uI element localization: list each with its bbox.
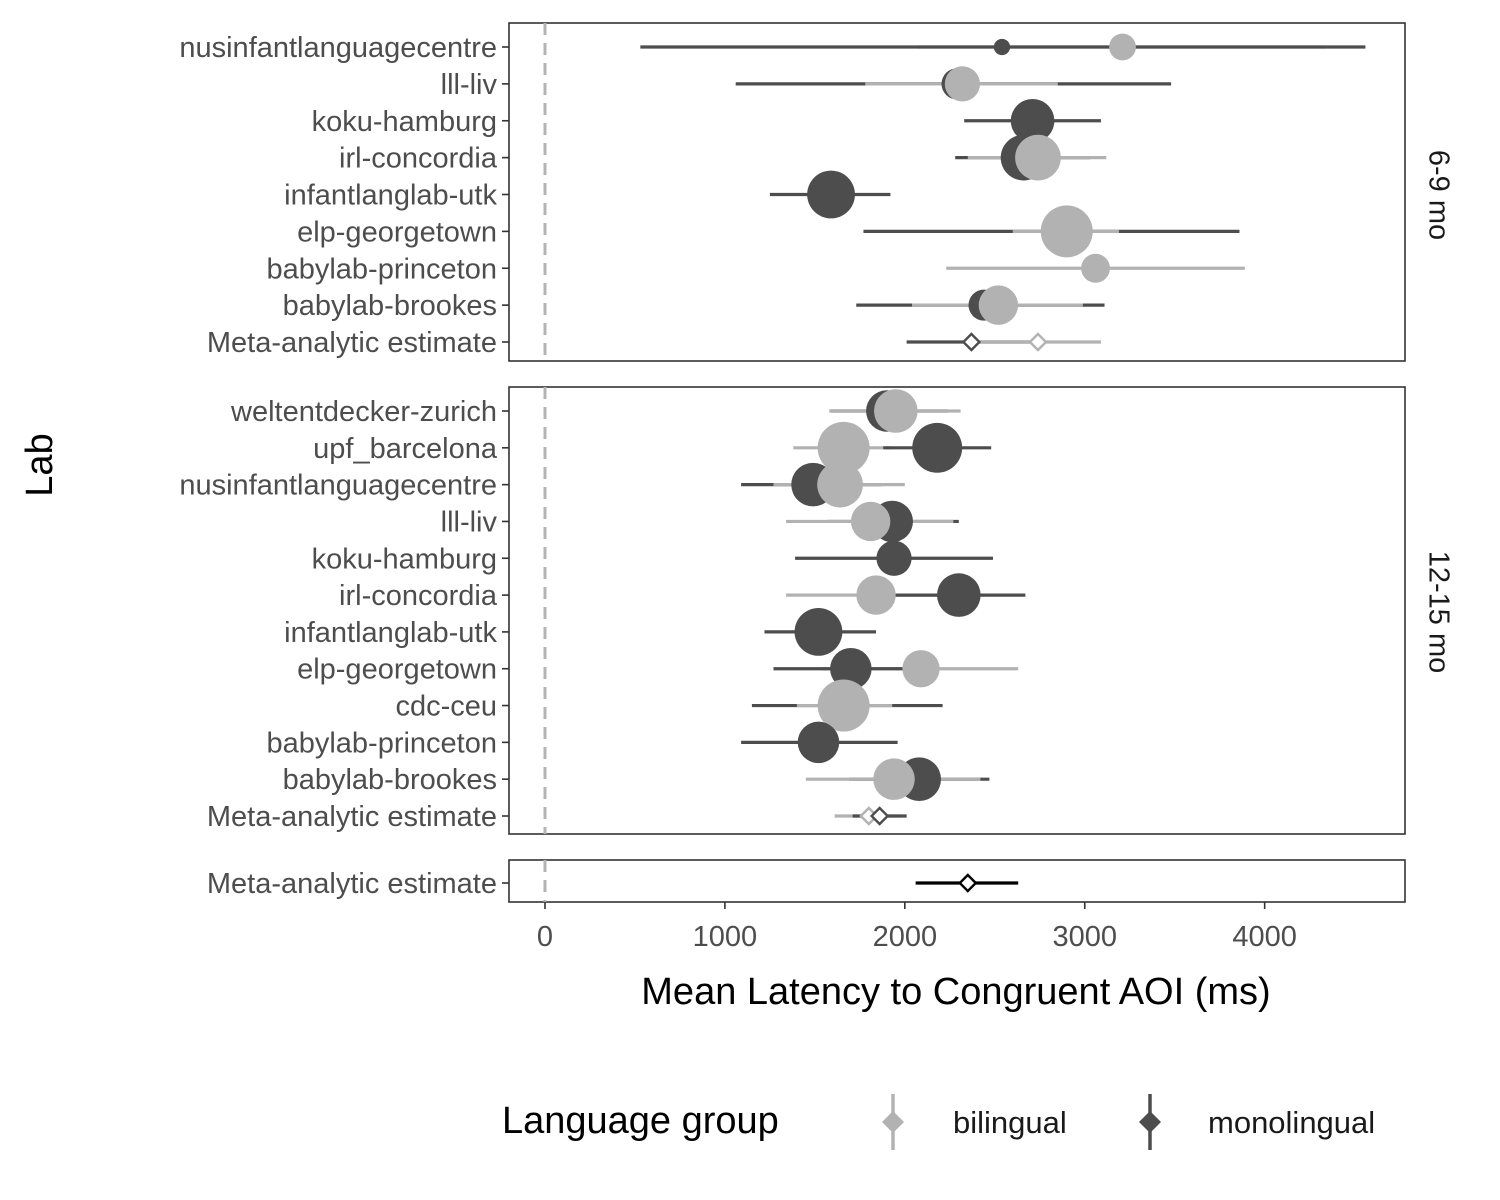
point-monolingual	[830, 647, 872, 690]
y-tick-label: babylab-brookes	[283, 764, 497, 796]
panel-overall: Meta-analytic estimate	[207, 859, 1406, 903]
point-monolingual	[912, 422, 963, 473]
point-bilingual	[817, 421, 870, 474]
point-bilingual	[817, 679, 870, 732]
y-tick-label: infantlanglab-utk	[284, 617, 497, 649]
panel-border	[508, 859, 1406, 903]
y-tick-label: Meta-analytic estimate	[207, 801, 497, 833]
y-tick-label: elp-georgetown	[297, 216, 497, 248]
meta-estimate-diamond-overall	[958, 873, 978, 893]
legend-label: monolingual	[1208, 1105, 1375, 1140]
point-monolingual	[807, 170, 855, 219]
panels-layer: nusinfantlanguagecentre lll-liv koku-hambu…	[179, 22, 1454, 903]
x-tick-label: 4000	[1232, 921, 1297, 953]
point-monolingual	[936, 573, 981, 617]
y-tick-label: weltentdecker-zurich	[230, 396, 497, 428]
panel-6-9 mo: nusinfantlanguagecentre lll-liv koku-hambu…	[179, 22, 1454, 362]
x-tick-label: 1000	[693, 921, 758, 953]
y-tick-label: nusinfantlanguagecentre	[179, 470, 497, 502]
x-tick-label: 2000	[873, 921, 938, 953]
x-axis-title: Mean Latency to Congruent AOI (ms)	[641, 971, 1270, 1013]
x-tick-label: 0	[537, 921, 553, 953]
meta-estimate-diamond-monolingual	[869, 806, 890, 826]
point-bilingual	[850, 501, 891, 542]
point-bilingual	[902, 650, 940, 688]
y-tick-label: irl-concordia	[339, 143, 498, 175]
point-bilingual	[873, 758, 915, 800]
y-tick-label: lll-liv	[441, 69, 498, 101]
y-tick-label: irl-concordia	[339, 580, 498, 612]
panel-12-15 mo: weltentdecker-zurich upf_barcelonanusinfa…	[179, 386, 1454, 835]
meta-estimate-diamond-bilingual	[1028, 332, 1048, 352]
y-tick-label: elp-georgetown	[297, 654, 497, 686]
legend-key-diamond	[1139, 1111, 1161, 1133]
point-monolingual	[794, 608, 843, 656]
legend-label: bilingual	[953, 1105, 1067, 1140]
point-bilingual	[1109, 33, 1136, 61]
point-bilingual	[1015, 134, 1061, 181]
point-monolingual	[993, 38, 1011, 56]
legend-title: Language group	[502, 1100, 779, 1142]
facet-strip-label: 6-9 mo	[1422, 150, 1454, 240]
y-tick-label: babylab-princeton	[266, 727, 497, 759]
point-monolingual	[876, 540, 912, 576]
y-tick-label: lll-liv	[441, 506, 498, 538]
legend-item-bilingual: bilingual	[882, 1094, 1067, 1150]
point-bilingual	[874, 389, 918, 433]
legend-key-diamond	[882, 1111, 904, 1133]
y-tick-label: infantlanglab-utk	[284, 180, 497, 212]
y-tick-label: babylab-brookes	[283, 290, 497, 322]
legend-items: bilingual monolingual	[882, 1094, 1375, 1150]
y-tick-label: koku-hamburg	[312, 106, 497, 138]
point-monolingual	[797, 721, 840, 764]
point-bilingual	[944, 66, 980, 102]
y-tick-label: upf_barcelona	[313, 433, 498, 465]
facet-strip-label: 12-15 mo	[1422, 551, 1454, 674]
point-bilingual	[856, 575, 896, 615]
y-tick-label: Meta-analytic estimate	[207, 327, 497, 359]
point-bilingual	[1040, 205, 1093, 258]
point-bilingual	[978, 285, 1019, 325]
y-tick-label: babylab-princeton	[266, 253, 497, 285]
y-tick-label: nusinfantlanguagecentre	[179, 32, 497, 64]
y-axis-title: Lab	[19, 433, 61, 496]
x-tick-label: 3000	[1052, 921, 1117, 953]
y-tick-label: cdc-ceu	[395, 691, 497, 723]
y-tick-label: koku-hamburg	[312, 543, 497, 575]
meta-estimate-diamond-monolingual	[961, 332, 982, 352]
legend: Language group bilingual monolingual	[502, 1094, 1375, 1150]
legend-item-monolingual: monolingual	[1139, 1094, 1375, 1150]
point-monolingual	[1010, 98, 1055, 143]
point-bilingual	[817, 461, 863, 508]
x-axis: 0 1000 2000 3000 4000	[537, 902, 1297, 953]
y-tick-label: Meta-analytic estimate	[207, 868, 497, 900]
point-bilingual	[1081, 253, 1110, 283]
